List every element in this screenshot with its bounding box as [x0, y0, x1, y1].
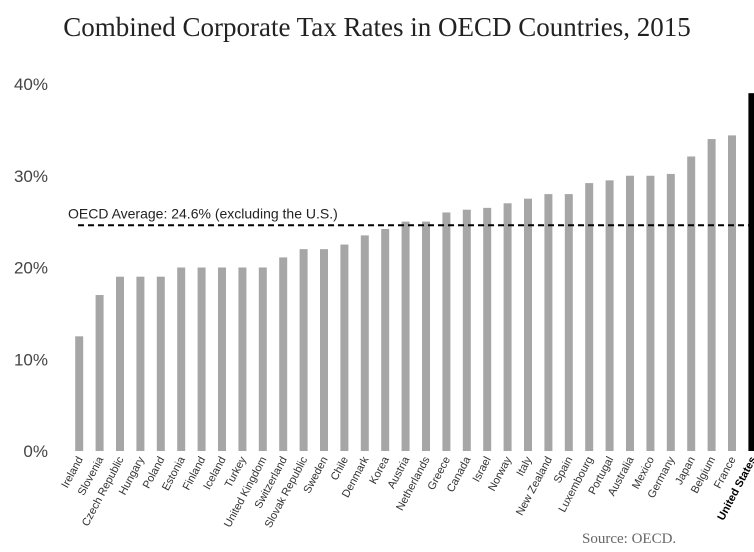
bar-israel — [483, 207, 492, 451]
bar-australia — [626, 175, 634, 451]
bar-belgium — [707, 139, 716, 452]
bar-switzerland — [279, 257, 288, 451]
bar-mexico — [646, 175, 655, 451]
bar-japan — [687, 156, 696, 452]
bar-france — [728, 135, 736, 451]
bar-spain — [564, 194, 573, 451]
bar-korea — [381, 228, 390, 451]
bar-estonia — [177, 267, 186, 451]
bar-canada — [462, 209, 471, 451]
bar-slovenia — [95, 295, 104, 451]
y-tick-label: 10% — [14, 350, 48, 369]
bar-czech-republic — [116, 276, 124, 451]
bar-austria — [401, 221, 410, 451]
bar-turkey — [238, 267, 247, 451]
bar-portugal — [605, 180, 614, 451]
chart-title: Combined Corporate Tax Rates in OECD Cou… — [63, 12, 691, 42]
y-tick-label: 20% — [14, 259, 48, 278]
bar-ireland — [75, 336, 84, 451]
bar-sweden — [320, 249, 328, 451]
average-label: OECD Average: 24.6% (excluding the U.S.) — [68, 205, 338, 221]
bar-new-zealand — [544, 194, 553, 451]
bar-luxembourg — [585, 183, 594, 451]
bar-denmark — [360, 235, 369, 451]
bar-netherlands — [422, 221, 430, 451]
bar-hungary — [136, 276, 145, 451]
bar-germany — [666, 173, 675, 452]
bar-united-states — [748, 93, 754, 452]
y-tick-label: 30% — [14, 167, 48, 186]
bar-slovak-republic — [299, 249, 308, 451]
y-tick-label: 0% — [23, 442, 48, 461]
x-tick-label: Italy — [515, 454, 535, 478]
bar-united-kingdom — [258, 267, 267, 451]
bar-greece — [442, 212, 451, 451]
bar-chile — [340, 244, 349, 451]
bar-norway — [503, 203, 512, 451]
bar-iceland — [218, 267, 226, 451]
bar-poland — [156, 276, 165, 451]
source-note: Source: OECD. — [582, 531, 677, 547]
bar-finland — [197, 267, 206, 451]
bar-italy — [524, 198, 532, 451]
y-tick-label: 40% — [14, 75, 48, 94]
